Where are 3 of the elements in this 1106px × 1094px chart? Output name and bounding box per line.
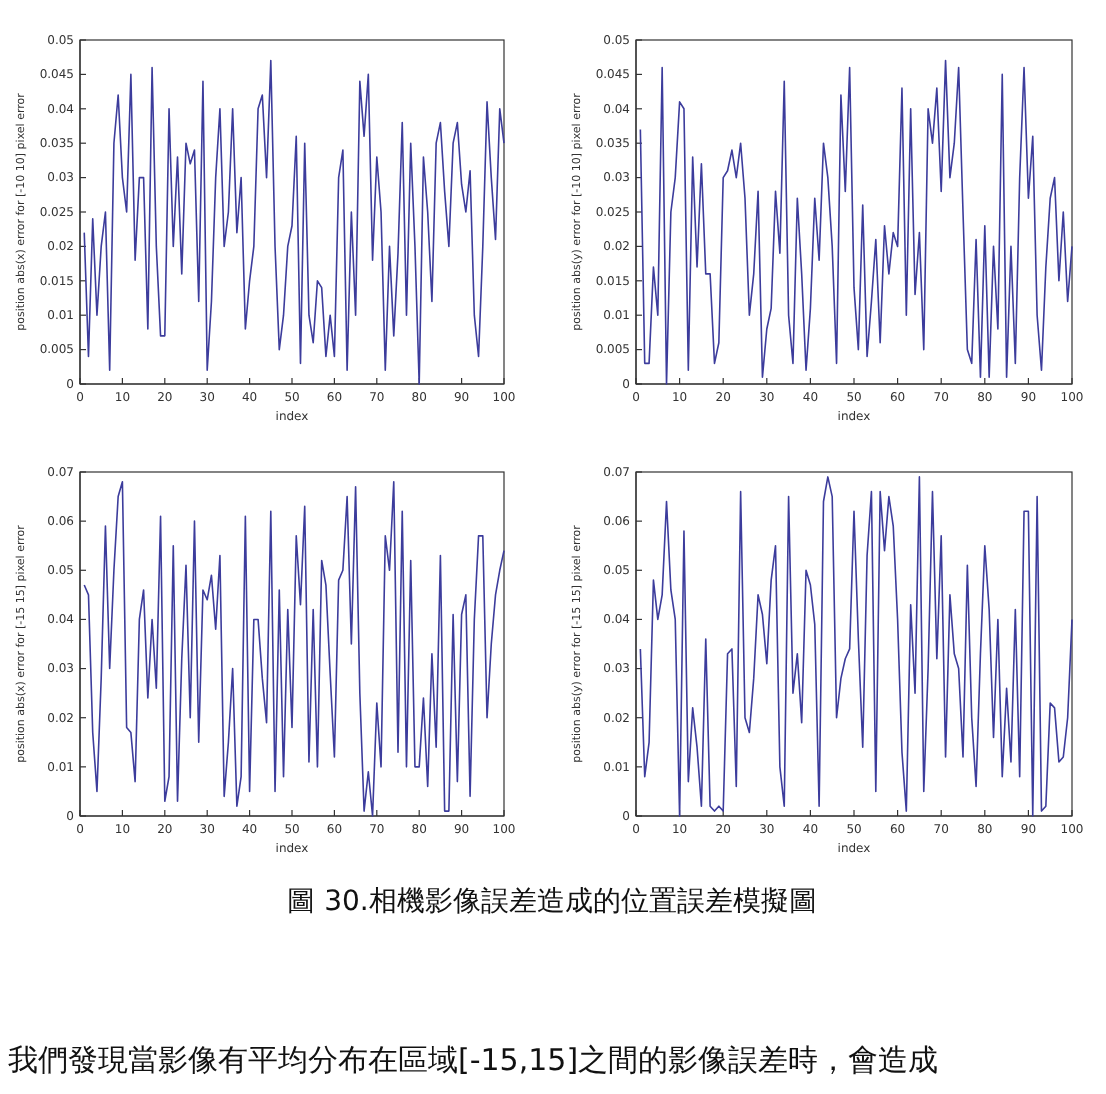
- text: 我們發現當影像有平均分布在區域[-15,15]之間的影像誤差時，會造成: [8, 1042, 939, 1078]
- line-series: [639, 476, 1073, 817]
- caption: 圖 30.相機影像誤差造成的位置誤差模擬圖: [287, 886, 817, 918]
